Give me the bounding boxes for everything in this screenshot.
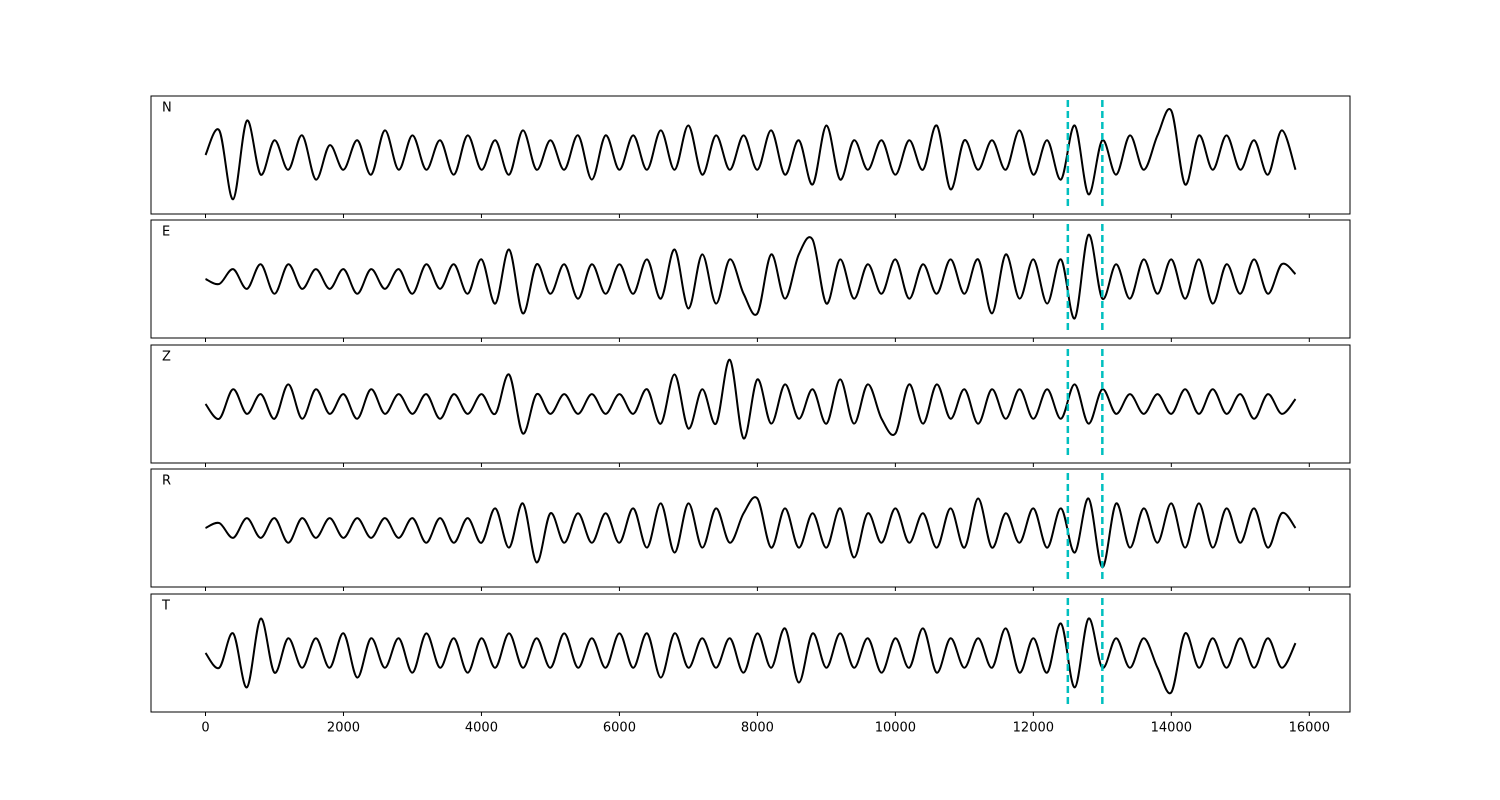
panel-label: R — [162, 474, 171, 489]
panel-frame — [150, 95, 1351, 215]
panel-label: N — [162, 101, 172, 116]
x-tick-label: 0 — [201, 721, 209, 736]
panel-label: E — [162, 225, 170, 240]
x-tick-label: 6000 — [603, 721, 636, 736]
x-tick-label: 2000 — [327, 721, 360, 736]
waveform — [204, 108, 1297, 201]
x-tick-label: 16000 — [1289, 721, 1330, 736]
panel-frame — [150, 219, 1351, 339]
panel-frame — [150, 468, 1351, 588]
x-tick-label: 12000 — [1013, 721, 1054, 736]
waveform — [205, 496, 1297, 569]
panel-label: Z — [162, 350, 171, 365]
x-tick-label: 14000 — [1151, 721, 1192, 736]
x-tick-label: 8000 — [741, 721, 774, 736]
x-tick-label: 10000 — [875, 721, 916, 736]
waveform — [204, 617, 1297, 695]
x-tick-label: 4000 — [465, 721, 498, 736]
panel-frame — [150, 344, 1351, 464]
waveform — [204, 358, 1297, 440]
panel-frame — [150, 593, 1351, 713]
panel-label: T — [161, 599, 170, 614]
waveform — [205, 233, 1297, 320]
